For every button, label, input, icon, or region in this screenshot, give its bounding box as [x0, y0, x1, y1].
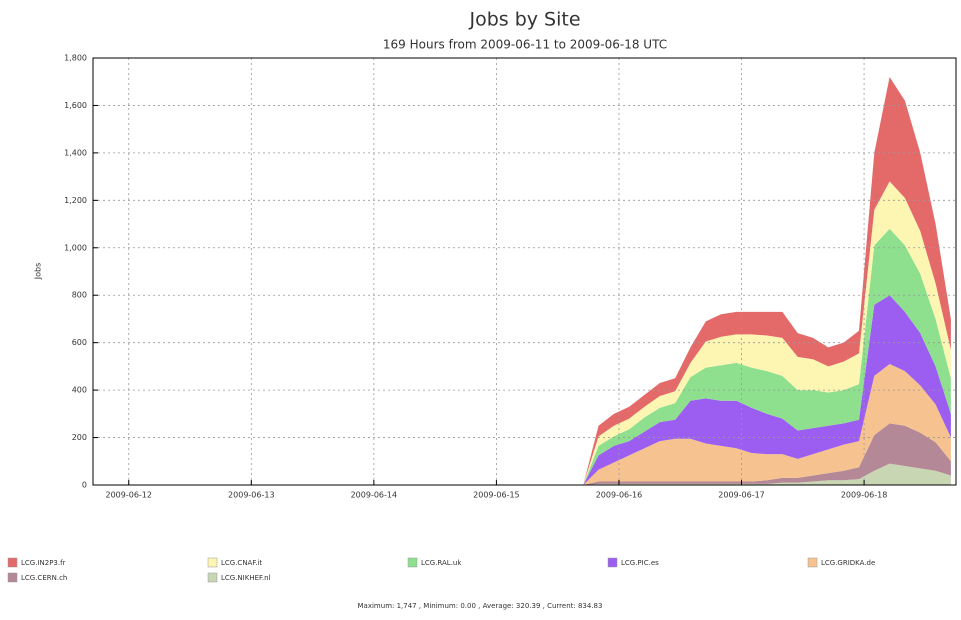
- legend-label: LCG.RAL.uk: [421, 559, 462, 567]
- legend-swatch: [207, 557, 218, 568]
- y-tick-label: 1,400: [64, 148, 87, 157]
- legend-label: LCG.CERN.ch: [21, 574, 67, 582]
- area: [93, 463, 951, 485]
- x-tick-label: 2009-06-18: [841, 491, 888, 500]
- footer: Maximum: 1,747 , Minimum: 0.00 , Average…: [358, 602, 603, 610]
- x-tick-label: 2009-06-14: [351, 491, 398, 500]
- area: [93, 364, 951, 485]
- legend-label: LCG.NIKHEF.nl: [221, 574, 271, 582]
- y-tick-label: 1,000: [64, 243, 87, 252]
- x-tick-label: 2009-06-16: [596, 491, 643, 500]
- y-tick-label: 800: [72, 291, 87, 300]
- y-tick-label: 0: [82, 481, 87, 490]
- plot-frame: [92, 57, 957, 486]
- x-tick-label: 2009-06-12: [105, 491, 152, 500]
- x-tick-label: 2009-06-15: [473, 491, 520, 500]
- legend-swatch: [407, 557, 418, 568]
- y-tick-label: 1,200: [64, 196, 87, 205]
- y-tick-label: 1,600: [64, 101, 87, 110]
- legend-label: LCG.CNAF.it: [221, 559, 262, 567]
- legend-swatch: [607, 557, 618, 568]
- chart-subtitle: 169 Hours from 2009-06-11 to 2009-06-18 …: [383, 38, 667, 52]
- x-tick-label: 2009-06-17: [718, 491, 765, 500]
- chart-title: Jobs by Site: [468, 9, 580, 31]
- legend-label: LCG.IN2P3.fr: [21, 559, 66, 567]
- legend-swatch: [7, 557, 18, 568]
- legend-label: LCG.GRIDKA.de: [821, 559, 875, 567]
- legend-swatch: [207, 572, 218, 583]
- legend-label: LCG.PIC.es: [621, 559, 659, 567]
- y-tick-label: 1,800: [64, 54, 87, 63]
- legend-swatch: [807, 557, 818, 568]
- legend-swatch: [7, 572, 18, 583]
- y-tick-label: 400: [72, 386, 87, 395]
- x-tick-label: 2009-06-13: [228, 491, 275, 500]
- y-tick-label: 200: [72, 433, 87, 442]
- y-tick-label: 600: [72, 338, 87, 347]
- area: [93, 295, 951, 485]
- y-axis-label: Jobs: [34, 263, 43, 281]
